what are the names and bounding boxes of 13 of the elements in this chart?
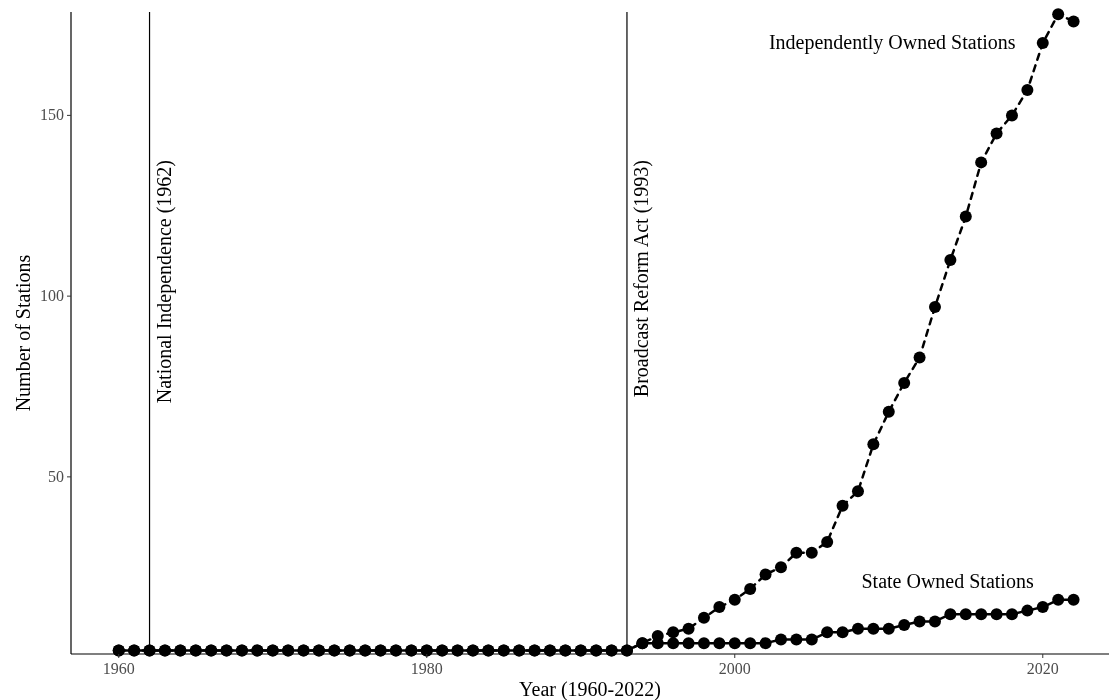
y-tick-label: 100 <box>40 287 64 305</box>
series-label: Independently Owned Stations <box>768 31 1016 55</box>
x-axis-title: Year (1960-2022) <box>519 678 661 700</box>
x-tick-label: 2000 <box>718 660 751 677</box>
y-axis-title: Number of Stations <box>12 254 34 412</box>
y-tick-label: 50 <box>48 467 64 485</box>
ref-line-label: National Independence (1962) <box>152 160 176 404</box>
x-tick-label: 1980 <box>410 660 443 677</box>
ref-line-label: Broadcast Reform Act (1993) <box>629 160 653 398</box>
series-label: State Owned Stations <box>861 569 1034 592</box>
x-tick-label: 2020 <box>1026 660 1059 677</box>
y-tick-label: 150 <box>40 106 64 124</box>
x-tick-label: 1960 <box>102 660 135 677</box>
